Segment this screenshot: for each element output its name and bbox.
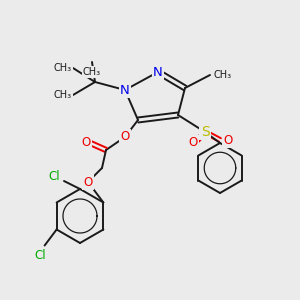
Text: CH₃: CH₃ [214,70,232,80]
Text: O: O [83,176,93,188]
Text: O: O [81,136,91,148]
Text: CH₃: CH₃ [54,63,72,73]
Text: CH₃: CH₃ [54,90,72,100]
Text: CH₃: CH₃ [83,67,101,77]
Text: N: N [153,65,163,79]
Text: Cl: Cl [35,249,46,262]
Text: O: O [224,134,232,146]
Text: S: S [201,125,209,139]
Text: N: N [120,83,130,97]
Text: O: O [188,136,198,149]
Text: O: O [120,130,130,143]
Text: Cl: Cl [48,170,60,184]
